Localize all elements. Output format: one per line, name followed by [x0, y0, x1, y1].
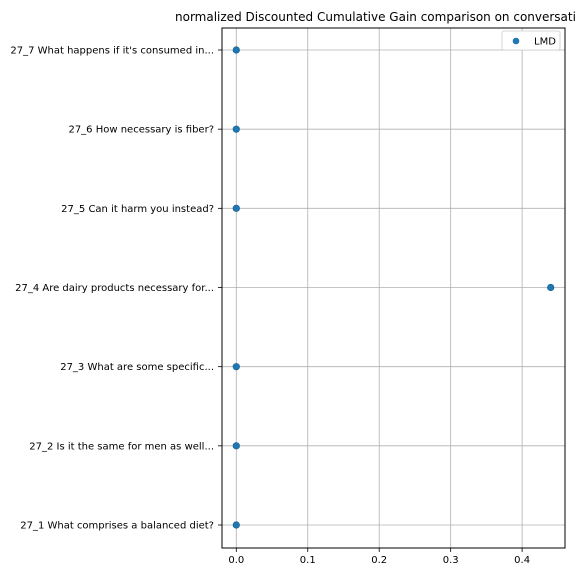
legend-box — [501, 30, 561, 51]
legend-marker — [512, 37, 520, 45]
y-axis-ticks: 27_1 What comprises a balanced diet? 27_2… — [10, 46, 222, 532]
grid — [222, 28, 565, 548]
y-tick-label: 27_6 How necessary is fiber? — [68, 125, 214, 136]
y-tick-label: 27_2 Is it the same for men as well... — [29, 441, 214, 452]
legend-label: LMD — [534, 37, 556, 48]
x-tick-label: 0.0 — [228, 555, 244, 566]
y-tick-label: 27_1 What comprises a balanced diet? — [20, 521, 214, 532]
data-point — [547, 283, 555, 292]
x-axis-ticks: 0.0 0.1 0.2 0.3 0.4 — [228, 548, 530, 566]
legend: LMD — [501, 30, 561, 51]
y-tick-label: 27_3 What are some specific... — [60, 362, 214, 373]
chart-title: normalized Discounted Cumulative Gain co… — [175, 10, 576, 24]
data-points — [232, 46, 555, 529]
data-point — [232, 125, 240, 133]
data-point — [232, 46, 240, 54]
x-tick-label: 0.4 — [514, 555, 530, 566]
data-point — [232, 204, 240, 212]
y-tick-label: 27_4 Are dairy products necessary for... — [15, 283, 214, 294]
y-tick-label: 27_7 What happens if it's consumed in... — [10, 46, 214, 57]
data-point — [232, 363, 240, 371]
plot-frame — [221, 27, 566, 549]
y-tick-label: 27_5 Can it harm you instead? — [61, 204, 214, 215]
data-point — [232, 521, 240, 529]
x-tick-label: 0.1 — [300, 555, 316, 566]
data-point — [232, 442, 240, 450]
x-tick-label: 0.2 — [371, 555, 387, 566]
x-tick-label: 0.3 — [443, 555, 459, 566]
